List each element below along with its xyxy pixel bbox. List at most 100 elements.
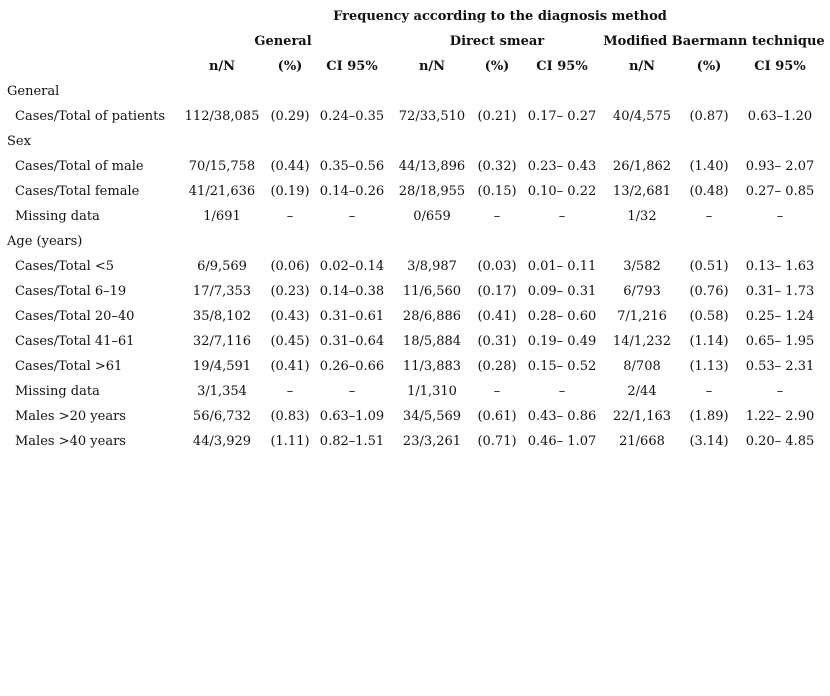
cell: 1/32 [627, 209, 657, 224]
cell: 44/13,896 [398, 159, 466, 174]
cell: 22/1,163 [612, 409, 672, 424]
cell: 0.25– 1.24 [745, 309, 815, 324]
column-header: (%) [277, 59, 303, 74]
cell: 17/7,353 [192, 284, 252, 299]
cell: – [493, 209, 501, 224]
cell: 0.35–0.56 [319, 159, 385, 174]
cell: (0.17) [477, 284, 517, 299]
cell: – [493, 384, 501, 399]
column-header: n/N [628, 59, 656, 74]
cell: 40/4,575 [612, 109, 672, 124]
cell: (0.71) [477, 434, 517, 449]
cell: 0.19– 0.49 [527, 334, 597, 349]
cell: (0.58) [689, 309, 729, 324]
cell: 3/8,987 [407, 259, 457, 274]
cell: 70/15,758 [188, 159, 256, 174]
cell: 0.43– 0.86 [527, 409, 597, 424]
cell: (0.44) [270, 159, 310, 174]
column-header: n/N [418, 59, 446, 74]
cell: (0.43) [270, 309, 310, 324]
cell: 0.27– 0.85 [745, 184, 815, 199]
cell: 0.23– 0.43 [527, 159, 597, 174]
cell: 19/4,591 [192, 359, 252, 374]
column-header: CI 95% [326, 59, 378, 74]
cell: 18/5,884 [402, 334, 462, 349]
row-label: Cases/Total 20–40 [15, 309, 135, 324]
cell: (0.51) [689, 259, 729, 274]
cell: 0.10– 0.22 [527, 184, 597, 199]
cell: 72/33,510 [398, 109, 466, 124]
column-header: (%) [484, 59, 510, 74]
cell: 112/38,085 [184, 109, 260, 124]
row-label: Males >20 years [15, 409, 126, 424]
cell: (0.31) [477, 334, 517, 349]
cell: (0.76) [689, 284, 729, 299]
cell: 0.09– 0.31 [527, 284, 597, 299]
row-label: Missing data [15, 209, 100, 224]
cell: 0.28– 0.60 [527, 309, 597, 324]
row-label: Cases/Total of patients [15, 109, 166, 124]
cell: 7/1,216 [617, 309, 667, 324]
cell: 1.22– 2.90 [745, 409, 815, 424]
column-header: n/N [208, 59, 236, 74]
cell: 0.31– 1.73 [745, 284, 815, 299]
cell: (0.48) [689, 184, 729, 199]
cell: 0.15– 0.52 [527, 359, 597, 374]
cell: 56/6,732 [192, 409, 252, 424]
cell: 0.26–0.66 [319, 359, 385, 374]
cell: (1.14) [689, 334, 729, 349]
cell: (0.41) [477, 309, 517, 324]
row-label: Cases/Total of male [15, 159, 144, 174]
group-header: General [254, 34, 312, 49]
cell: 26/1,862 [612, 159, 672, 174]
cell: 2/44 [627, 384, 657, 399]
cell: 0.53– 2.31 [745, 359, 815, 374]
cell: – [705, 209, 713, 224]
column-header: CI 95% [536, 59, 588, 74]
cell: 8/708 [623, 359, 661, 374]
cell: 0.01– 0.11 [527, 259, 597, 274]
row-label: Cases/Total 6–19 [15, 284, 127, 299]
cell: – [348, 209, 356, 224]
cell: 0/659 [413, 209, 451, 224]
table-title: Frequency according to the diagnosis met… [333, 9, 667, 24]
cell: 28/6,886 [402, 309, 462, 324]
cell: 21/668 [619, 434, 665, 449]
cell: 6/793 [623, 284, 661, 299]
cell: 0.31–0.64 [319, 334, 385, 349]
cell: (0.83) [270, 409, 310, 424]
cell: 28/18,955 [398, 184, 466, 199]
cell: 32/7,116 [192, 334, 252, 349]
row-label: Cases/Total >61 [15, 359, 123, 374]
section-label: General [7, 84, 60, 99]
cell: (0.03) [477, 259, 517, 274]
cell: 0.31–0.61 [319, 309, 385, 324]
cell: 0.24–0.35 [319, 109, 385, 124]
cell: (0.28) [477, 359, 517, 374]
cell: (0.29) [270, 109, 310, 124]
cell: 13/2,681 [612, 184, 672, 199]
cell: (0.61) [477, 409, 517, 424]
cell: – [776, 384, 784, 399]
row-label: Missing data [15, 384, 100, 399]
cell: 11/3,883 [402, 359, 462, 374]
cell: 6/9,569 [197, 259, 247, 274]
cell: – [558, 384, 566, 399]
cell: (1.89) [689, 409, 729, 424]
cell: (1.40) [689, 159, 729, 174]
cell: (0.15) [477, 184, 517, 199]
cell: – [558, 209, 566, 224]
cell: 0.17– 0.27 [527, 109, 597, 124]
cell: (0.19) [270, 184, 310, 199]
cell: 1/1,310 [407, 384, 457, 399]
cell: 11/6,560 [402, 284, 462, 299]
cell: 0.65– 1.95 [745, 334, 815, 349]
cell: (3.14) [689, 434, 729, 449]
cell: 14/1,232 [612, 334, 672, 349]
cell: – [348, 384, 356, 399]
cell: 34/5,569 [402, 409, 462, 424]
cell: 41/21,636 [188, 184, 256, 199]
row-label: Cases/Total 41–61 [15, 334, 135, 349]
cell: 3/582 [623, 259, 661, 274]
